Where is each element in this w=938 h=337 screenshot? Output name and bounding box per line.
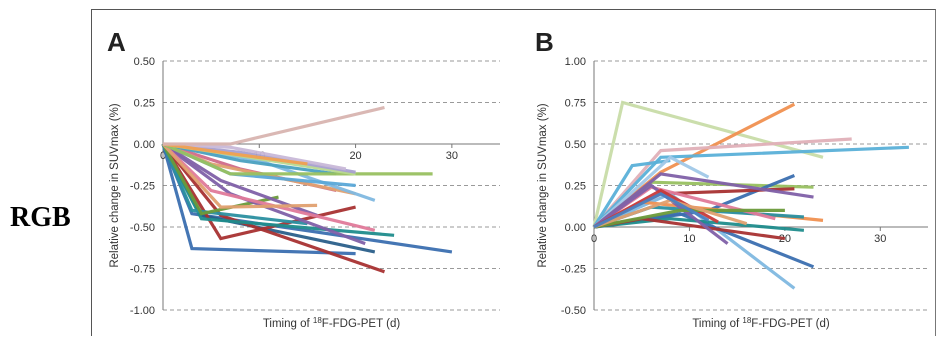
y-axis-title: Relative change in SUVmax (%) bbox=[109, 103, 121, 267]
series-line-22 bbox=[162, 142, 308, 166]
chart-panel-a: A0.500.250.00-0.25-0.50-0.75-1.000 10 20 30… bbox=[107, 27, 500, 330]
x-axis-title: Timing of 18F-FDG-PET (d) bbox=[263, 316, 401, 330]
series-line-18 bbox=[593, 183, 729, 245]
series-line-6 bbox=[592, 155, 710, 229]
x-tick-label: 20 bbox=[349, 150, 361, 162]
figure-frame bbox=[91, 9, 936, 336]
chart-panel-b: B 1.00 0.75 0.50 0.25 0.00 -0.25 -0.50 0 10 20 30 Ti… bbox=[535, 27, 928, 330]
x-tick-label: 20 bbox=[779, 233, 791, 245]
series-line-4 bbox=[161, 142, 386, 274]
series-line-20 bbox=[593, 208, 785, 229]
x-tick-label: 0 bbox=[160, 150, 166, 162]
series-line-7 bbox=[161, 143, 308, 226]
y-tick-label: -1.00 bbox=[130, 305, 155, 317]
y-tick-label: 0.25 bbox=[134, 98, 155, 110]
y-tick-label: 1.00 bbox=[565, 56, 586, 68]
x-tick-label: 10 bbox=[683, 233, 695, 245]
y-tick-label: -0.25 bbox=[130, 181, 155, 193]
series-line-10 bbox=[162, 142, 318, 217]
y-tick-label: -0.50 bbox=[561, 305, 586, 317]
series-line-13 bbox=[161, 142, 318, 209]
y-tick-label: 0.50 bbox=[565, 139, 586, 151]
side-label-rgb: RGB bbox=[10, 202, 71, 233]
series-line-15 bbox=[593, 217, 805, 232]
y-axis-title: Relative change in SUVmax (%) bbox=[537, 103, 549, 267]
x-tick-label: 0 bbox=[591, 233, 597, 245]
panel-label: A bbox=[107, 27, 126, 57]
y-tick-label: -0.25 bbox=[561, 264, 586, 276]
y-tick-label: 0.00 bbox=[565, 222, 586, 234]
y-tick-label: 0.75 bbox=[565, 98, 586, 110]
series-line-5 bbox=[592, 159, 671, 228]
series-line-18 bbox=[162, 142, 433, 176]
series-line-22 bbox=[593, 191, 710, 229]
series-line-1 bbox=[592, 100, 824, 228]
series-line-23 bbox=[163, 105, 385, 146]
y-tick-label: -0.50 bbox=[130, 222, 155, 234]
y-tick-label: 0.00 bbox=[134, 139, 155, 151]
y-tick-label: 0.25 bbox=[565, 181, 586, 193]
x-tick-label: 30 bbox=[874, 233, 886, 245]
x-axis-title: Timing of 18F-FDG-PET (d) bbox=[692, 316, 830, 330]
panel-label: B bbox=[535, 27, 554, 57]
y-tick-label: 0.50 bbox=[134, 56, 155, 68]
y-tick-label: -0.75 bbox=[130, 264, 155, 276]
series-line-4 bbox=[592, 145, 909, 229]
series-line-1 bbox=[161, 143, 356, 256]
x-tick-label: 30 bbox=[446, 150, 458, 162]
series-line-5 bbox=[161, 143, 356, 241]
